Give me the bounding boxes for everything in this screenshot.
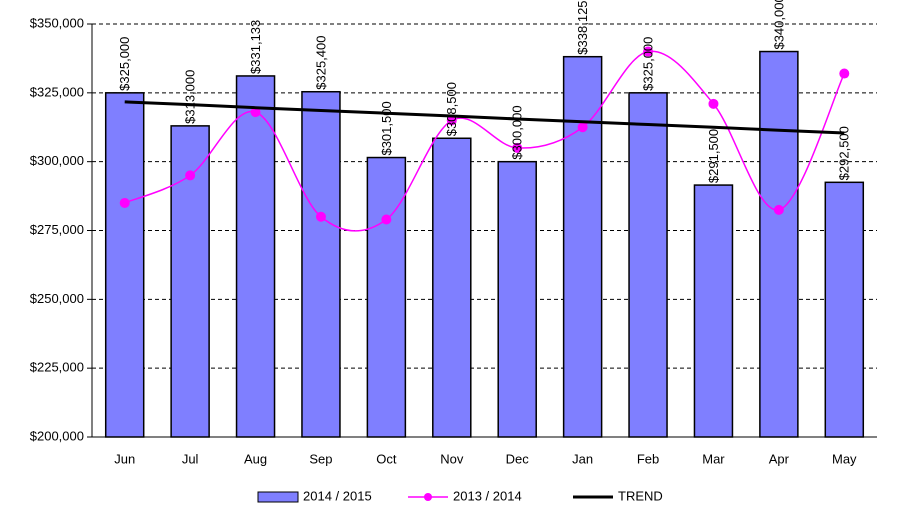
y-tick-label: $225,000: [30, 360, 84, 375]
y-tick-label: $275,000: [30, 222, 84, 237]
y-tick-label: $325,000: [30, 84, 84, 99]
bar: [366, 156, 407, 438]
point: [381, 214, 392, 225]
legend-marker: [424, 493, 432, 501]
point: [119, 197, 130, 208]
x-tick-label: Jun: [114, 451, 135, 466]
line: [124, 50, 845, 232]
point: [250, 107, 261, 118]
legend-label: 2013 / 2014: [453, 488, 522, 503]
line: [124, 100, 845, 135]
value-label: $313,000: [183, 70, 198, 124]
y-tick-label: $200,000: [30, 428, 84, 443]
value-label: $325,000: [640, 37, 655, 91]
y-tick-label: $250,000: [30, 291, 84, 306]
point: [315, 211, 326, 222]
bar: [235, 75, 276, 438]
value-label: $308,500: [444, 82, 459, 136]
bar: [824, 181, 865, 438]
value-label: $300,000: [510, 105, 525, 159]
bar: [104, 92, 145, 438]
legend-label: 2014 / 2015: [303, 488, 372, 503]
value-label: $301,500: [379, 101, 394, 155]
x-tick-label: Mar: [702, 451, 725, 466]
y-tick-label: $300,000: [30, 153, 84, 168]
point: [643, 46, 654, 57]
x-tick-label: Sep: [309, 451, 332, 466]
x-tick-label: Dec: [506, 451, 530, 466]
value-label: $325,000: [117, 37, 132, 91]
x-tick-label: Jan: [572, 451, 593, 466]
value-label: $292,500: [837, 126, 852, 180]
legend-swatch: [257, 491, 299, 503]
x-tick-label: Feb: [637, 451, 659, 466]
point: [839, 68, 850, 79]
value-label: $291,500: [706, 129, 721, 183]
x-tick-label: Jul: [182, 451, 199, 466]
bar: [497, 160, 537, 438]
point: [577, 122, 588, 133]
bar: [628, 92, 668, 438]
bar: [301, 90, 341, 438]
value-label: $338,125: [575, 0, 590, 54]
bar: [759, 50, 799, 438]
bar: [693, 184, 734, 438]
value-label: $325,400: [313, 35, 328, 89]
bar: [170, 125, 210, 438]
value-label: $340,000: [771, 0, 786, 50]
bar: [432, 137, 472, 438]
x-tick-label: Nov: [440, 451, 464, 466]
x-tick-label: May: [832, 451, 857, 466]
point: [773, 204, 784, 215]
point: [446, 115, 457, 126]
y-tick-label: $350,000: [30, 15, 84, 30]
value-label: $331,133: [248, 20, 263, 74]
legend-label: TREND: [618, 488, 663, 503]
point: [512, 142, 523, 153]
x-tick-label: Aug: [244, 451, 267, 466]
point: [708, 98, 719, 109]
point: [185, 170, 196, 181]
x-tick-label: Oct: [376, 451, 397, 466]
x-tick-label: Apr: [769, 451, 790, 466]
